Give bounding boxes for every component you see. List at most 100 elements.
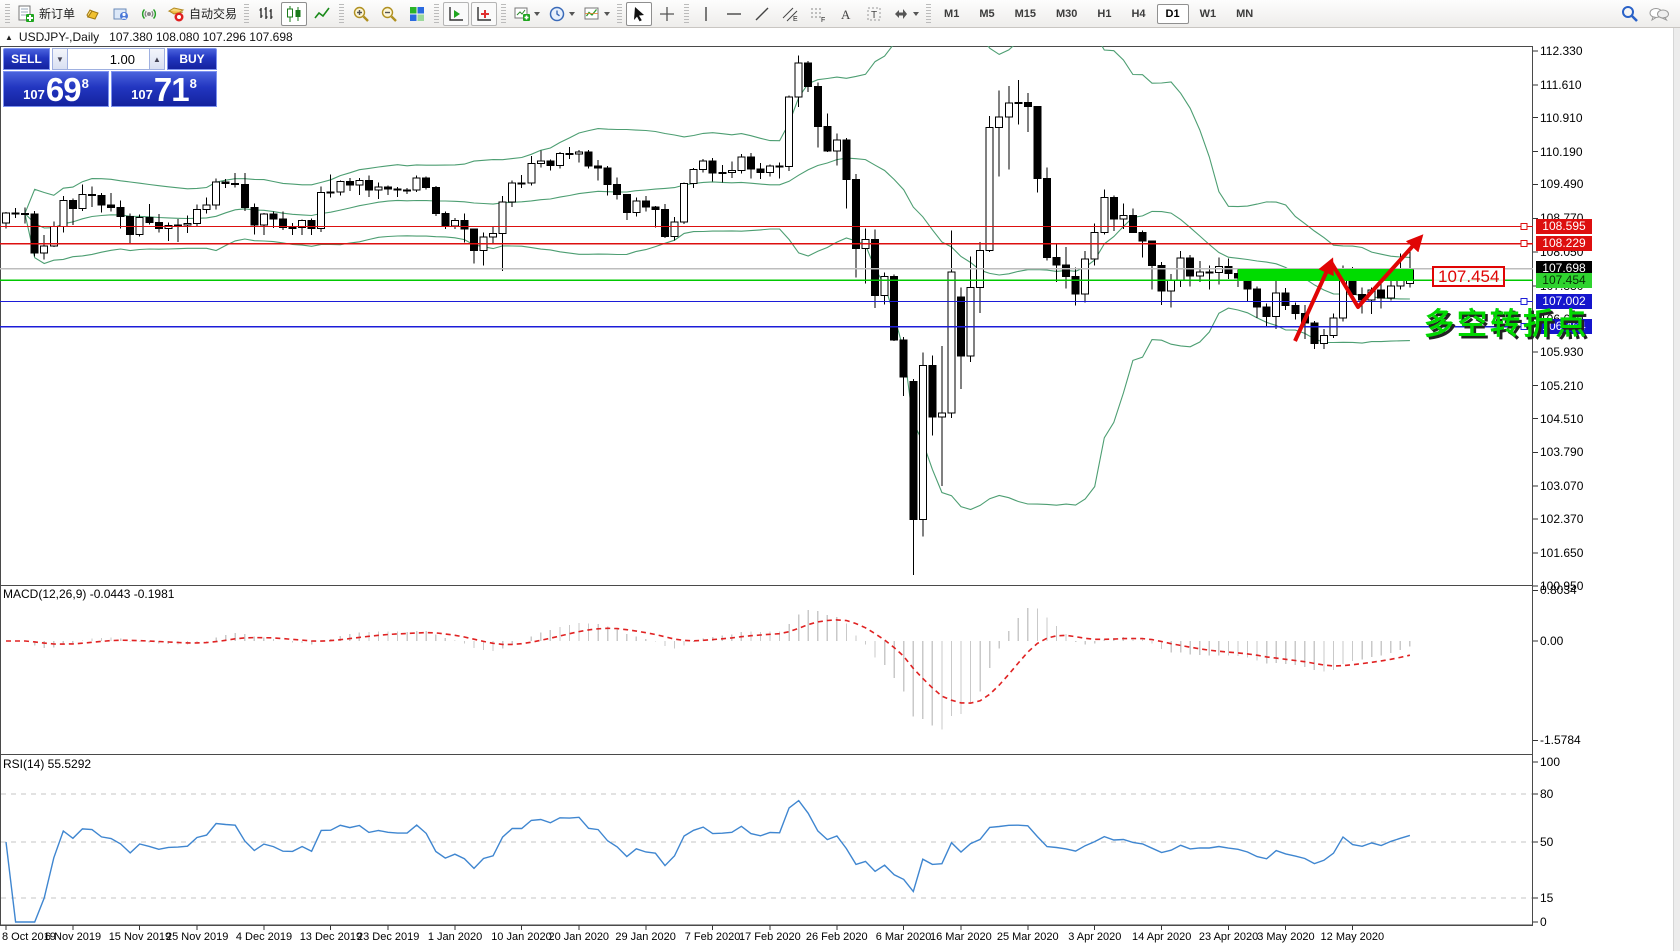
template-icon bbox=[583, 5, 601, 23]
volume-increase-button[interactable]: ▲ bbox=[149, 48, 165, 70]
tline-icon bbox=[753, 5, 771, 23]
profile-icon bbox=[112, 5, 130, 23]
sell-button[interactable]: SELL bbox=[3, 48, 50, 70]
toolbar-grip bbox=[244, 3, 250, 24]
turning-point-annotation[interactable]: 多空转折点 bbox=[1424, 308, 1589, 341]
tile-windows-button[interactable] bbox=[404, 2, 430, 26]
new-chart-button[interactable] bbox=[510, 2, 543, 26]
fibonacci-button[interactable]: F bbox=[805, 2, 831, 26]
new-order-button[interactable]: 新订单 bbox=[14, 2, 78, 26]
ohlc-values: 107.380 108.080 107.296 107.698 bbox=[109, 30, 293, 44]
crosshair-button[interactable] bbox=[654, 2, 680, 26]
sell-price-display[interactable]: 107 69 8 bbox=[3, 71, 109, 107]
equidistant-channel-button[interactable]: E bbox=[777, 2, 803, 26]
buy-price-figure: 107 bbox=[131, 87, 153, 102]
timeframe-m30-button[interactable]: M30 bbox=[1056, 7, 1078, 20]
buy-price-display[interactable]: 107 71 8 bbox=[111, 71, 217, 107]
cross-icon bbox=[658, 5, 676, 23]
timeframe-d1-button[interactable]: D1 bbox=[1156, 3, 1189, 24]
arrows-icon bbox=[892, 5, 910, 23]
market-watch-button[interactable] bbox=[80, 2, 106, 26]
sell-price-pips: 69 bbox=[45, 71, 82, 108]
trendline-button[interactable] bbox=[749, 2, 775, 26]
timeframe-toolbar: M1 M5 M15 M30 H1 H4 D1 W1 MN bbox=[923, 3, 1263, 24]
bars-icon bbox=[257, 5, 275, 23]
main-toolbar: 新订单 自动交易 E F A T M1 M5 M15 M30 H1 H4 D1 W1 MN bbox=[0, 0, 1680, 28]
auto-trading-button-label: 自动交易 bbox=[189, 7, 238, 21]
sell-price-figure: 107 bbox=[23, 87, 45, 102]
window-edge-strip bbox=[1673, 28, 1680, 951]
timeframe-m5-button[interactable]: M5 bbox=[979, 7, 995, 20]
line-chart-button[interactable] bbox=[309, 2, 335, 26]
line-icon bbox=[313, 5, 331, 23]
indadd-icon bbox=[475, 5, 493, 23]
periods-button[interactable] bbox=[545, 2, 578, 26]
cursor-icon bbox=[630, 5, 648, 23]
symbol-title: USDJPY-,Daily bbox=[18, 30, 100, 44]
dropdown-caret-icon bbox=[569, 11, 576, 16]
toolbar-grip bbox=[501, 3, 507, 24]
sell-price-point: 8 bbox=[81, 76, 89, 91]
toolbar-grip bbox=[434, 3, 440, 24]
auto-trading-button[interactable]: 自动交易 bbox=[164, 2, 240, 26]
bar-chart-button[interactable] bbox=[253, 2, 279, 26]
toolbar-grip bbox=[617, 3, 623, 24]
textT-icon: T bbox=[865, 5, 883, 23]
dropdown-caret-icon bbox=[604, 11, 611, 16]
horizontal-line-button[interactable] bbox=[721, 2, 747, 26]
data-window-button[interactable] bbox=[108, 2, 134, 26]
newchart-icon bbox=[513, 5, 531, 23]
timeframe-mn-button[interactable]: MN bbox=[1236, 7, 1254, 20]
vertical-line-button[interactable] bbox=[693, 2, 719, 26]
clock-icon bbox=[548, 5, 566, 23]
timeframe-w1-button[interactable]: W1 bbox=[1199, 7, 1217, 20]
window-icon: ▲ bbox=[5, 32, 13, 42]
candlestick-chart-button[interactable] bbox=[281, 1, 308, 26]
chat-button[interactable] bbox=[1645, 2, 1673, 26]
candles-icon bbox=[285, 5, 303, 23]
tiles-icon bbox=[408, 5, 426, 23]
dropdown-caret-icon bbox=[913, 11, 920, 16]
toolbar-grip bbox=[926, 3, 932, 24]
price-callout-label[interactable]: 107.454 bbox=[1432, 266, 1506, 287]
search-icon bbox=[1620, 4, 1640, 24]
search-button[interactable] bbox=[1617, 2, 1643, 26]
doc-plus-icon bbox=[17, 5, 35, 23]
channel-icon: E bbox=[781, 5, 799, 23]
buy-button[interactable]: BUY bbox=[167, 48, 217, 70]
signals-button[interactable] bbox=[136, 2, 162, 26]
svg-text:A: A bbox=[841, 7, 851, 22]
zoomout-icon bbox=[380, 5, 398, 23]
auto-icon bbox=[167, 5, 185, 23]
timeframe-h1-button[interactable]: H1 bbox=[1097, 7, 1112, 20]
timeframe-h4-button[interactable]: H4 bbox=[1131, 7, 1146, 20]
buy-price-point: 8 bbox=[189, 76, 197, 91]
arrows-button[interactable] bbox=[889, 2, 922, 26]
zoom-out-button[interactable] bbox=[376, 2, 402, 26]
timeframe-m1-button[interactable]: M1 bbox=[944, 7, 960, 20]
chat-icon bbox=[1648, 5, 1670, 23]
new-order-button-label: 新订单 bbox=[39, 7, 76, 21]
timeframe-m15-button[interactable]: M15 bbox=[1014, 7, 1036, 20]
one-click-trading-panel: SELL ▼ 1.00 ▲ BUY 107 69 8 107 71 8 bbox=[3, 48, 217, 107]
toolbar-grip bbox=[5, 3, 10, 24]
volume-input[interactable]: 1.00 bbox=[68, 48, 149, 70]
indwin-icon bbox=[447, 5, 465, 23]
buy-price-pips: 71 bbox=[153, 71, 190, 108]
svg-text:F: F bbox=[821, 17, 825, 23]
signal-icon bbox=[140, 5, 158, 23]
zoom-in-button[interactable] bbox=[348, 2, 374, 26]
chart-shift-button[interactable] bbox=[471, 1, 498, 26]
svg-text:E: E bbox=[793, 16, 798, 23]
volume-decrease-button[interactable]: ▼ bbox=[52, 48, 68, 70]
auto-scroll-button[interactable] bbox=[443, 1, 470, 26]
chart-window-title: ▲ USDJPY-,Daily 107.380 108.080 107.296 … bbox=[0, 28, 1533, 46]
text-label-button[interactable]: T bbox=[861, 2, 887, 26]
hline-icon bbox=[725, 5, 743, 23]
zoomin-icon bbox=[352, 5, 370, 23]
text-button[interactable]: A bbox=[833, 2, 859, 26]
cursor-button[interactable] bbox=[626, 1, 653, 26]
templates-button[interactable] bbox=[580, 2, 613, 26]
